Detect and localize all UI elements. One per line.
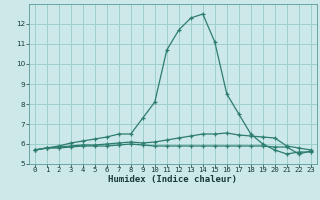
X-axis label: Humidex (Indice chaleur): Humidex (Indice chaleur) [108,175,237,184]
